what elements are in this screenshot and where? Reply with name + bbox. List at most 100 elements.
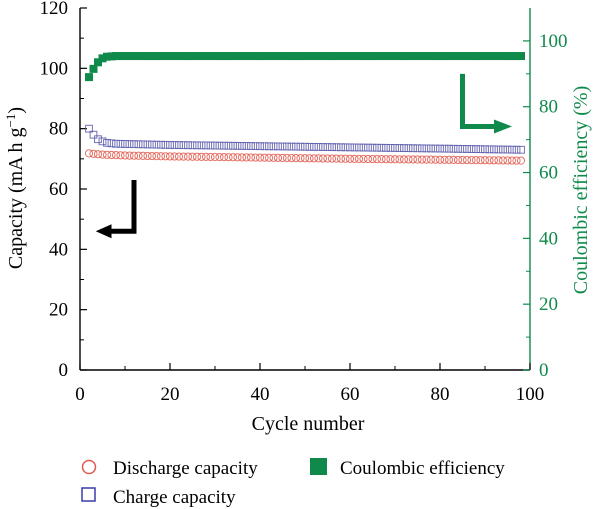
data-point bbox=[318, 154, 328, 163]
data-point bbox=[472, 145, 480, 154]
data-point bbox=[229, 52, 237, 61]
data-point bbox=[130, 52, 138, 61]
data-point bbox=[152, 52, 161, 61]
data-point bbox=[512, 52, 521, 61]
x-axis-title: Cycle number bbox=[252, 413, 365, 435]
data-point bbox=[224, 141, 233, 150]
data-point bbox=[224, 153, 233, 162]
x-tick-label: 100 bbox=[516, 384, 545, 405]
data-point bbox=[264, 153, 274, 162]
x-tick-label: 40 bbox=[251, 384, 270, 405]
data-point bbox=[364, 52, 372, 61]
series-charge-capacity bbox=[85, 124, 525, 154]
data-point bbox=[301, 142, 309, 151]
data-point bbox=[503, 52, 512, 61]
left-y-tick-label: 80 bbox=[49, 119, 68, 140]
data-point bbox=[350, 52, 359, 61]
data-point bbox=[444, 155, 454, 164]
data-point bbox=[386, 155, 395, 164]
data-point bbox=[107, 150, 116, 160]
data-point bbox=[161, 140, 170, 149]
x-tick-label: 0 bbox=[75, 384, 85, 405]
data-point bbox=[112, 139, 120, 148]
data-point bbox=[512, 145, 521, 154]
data-point bbox=[229, 141, 237, 150]
right-y-tick-label: 100 bbox=[539, 31, 568, 52]
data-point bbox=[139, 52, 147, 61]
data-point bbox=[215, 141, 224, 150]
data-point bbox=[386, 52, 395, 61]
data-point bbox=[355, 52, 363, 61]
data-point bbox=[85, 73, 93, 82]
data-point bbox=[390, 155, 400, 164]
data-point bbox=[449, 52, 458, 61]
data-point bbox=[440, 144, 449, 153]
data-point bbox=[246, 153, 256, 162]
data-point bbox=[377, 155, 386, 164]
data-point bbox=[179, 141, 188, 150]
data-point bbox=[296, 142, 305, 151]
data-point bbox=[130, 140, 138, 149]
data-point bbox=[377, 143, 386, 152]
data-point bbox=[206, 52, 215, 61]
data-point bbox=[363, 154, 373, 164]
data-point bbox=[193, 52, 201, 61]
data-point bbox=[116, 151, 125, 160]
data-point bbox=[454, 144, 462, 153]
data-point bbox=[107, 52, 116, 61]
data-point bbox=[436, 144, 444, 153]
data-point bbox=[139, 140, 147, 149]
data-point bbox=[418, 144, 426, 153]
data-point bbox=[224, 52, 233, 61]
data-point bbox=[314, 154, 323, 163]
data-point bbox=[147, 151, 157, 161]
data-point bbox=[111, 151, 121, 160]
data-point bbox=[332, 143, 341, 152]
data-point bbox=[395, 144, 404, 152]
data-point bbox=[238, 52, 246, 61]
data-point bbox=[202, 141, 210, 150]
data-point bbox=[242, 142, 251, 150]
data-point bbox=[409, 52, 417, 61]
data-point bbox=[494, 52, 503, 61]
data-point bbox=[174, 152, 184, 161]
data-point bbox=[328, 52, 336, 61]
right-y-tick-label: 40 bbox=[539, 228, 558, 249]
data-point bbox=[170, 52, 179, 61]
data-point bbox=[319, 143, 327, 151]
data-point bbox=[179, 52, 188, 61]
data-point bbox=[427, 52, 435, 61]
data-point bbox=[314, 143, 323, 151]
data-point bbox=[193, 141, 201, 150]
data-point bbox=[98, 54, 107, 63]
data-point bbox=[273, 153, 283, 162]
data-point bbox=[283, 142, 291, 151]
data-point bbox=[251, 153, 260, 162]
data-point bbox=[175, 52, 183, 61]
right-y-tick-label: 80 bbox=[539, 97, 558, 118]
data-point bbox=[431, 155, 440, 164]
data-point bbox=[233, 153, 242, 162]
x-tick-label: 20 bbox=[161, 384, 180, 405]
data-point bbox=[210, 152, 220, 162]
data-point bbox=[206, 152, 215, 162]
data-point bbox=[192, 152, 202, 161]
data-point bbox=[120, 151, 130, 160]
data-point bbox=[436, 52, 444, 61]
right-arrow-shaft bbox=[460, 73, 499, 129]
data-point bbox=[323, 52, 332, 61]
data-point bbox=[134, 52, 143, 61]
data-point bbox=[220, 52, 228, 61]
data-point bbox=[467, 52, 476, 61]
data-point bbox=[274, 52, 282, 61]
data-point bbox=[454, 52, 462, 61]
data-point bbox=[265, 52, 273, 61]
data-point bbox=[188, 52, 197, 61]
data-point bbox=[346, 143, 354, 152]
data-point bbox=[314, 52, 323, 61]
data-point bbox=[404, 52, 413, 61]
data-point bbox=[445, 52, 453, 61]
left-y-tick-label: 120 bbox=[40, 0, 69, 19]
data-point bbox=[287, 153, 296, 163]
data-point bbox=[323, 143, 332, 151]
